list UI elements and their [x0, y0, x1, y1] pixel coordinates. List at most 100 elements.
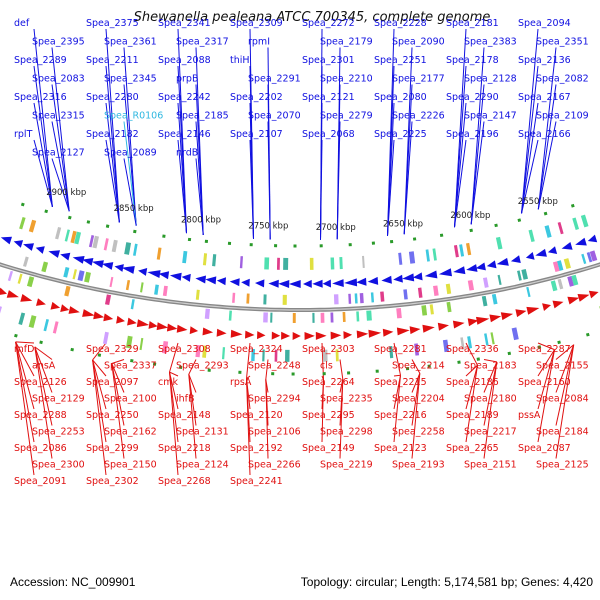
- scale-label: 2550 kbp: [518, 197, 558, 207]
- gene-label: Spea_2125: [536, 460, 589, 471]
- gene-arrow: [68, 306, 80, 314]
- cog-block: [291, 372, 295, 376]
- leader-line: [454, 65, 467, 228]
- leader-line: [105, 102, 120, 223]
- gene-arrow: [281, 331, 291, 340]
- cog-block: [414, 343, 420, 356]
- leader-line: [393, 374, 401, 377]
- gene-arrow: [422, 324, 435, 333]
- gene-arrow: [452, 320, 465, 329]
- cog-block: [92, 235, 100, 249]
- gene-label: Spea_2202: [230, 92, 283, 103]
- scale-label: 2750 kbp: [248, 222, 288, 232]
- cog-block: [490, 332, 495, 345]
- cog-block: [55, 226, 62, 240]
- cog-block: [585, 332, 590, 337]
- gene-arrow: [147, 270, 161, 278]
- gene-label: Spea_2279: [320, 111, 373, 122]
- cog-block: [398, 252, 403, 265]
- gene-label: Spea_2177: [392, 74, 445, 85]
- cog-block: [132, 243, 138, 256]
- gene-label: rnfD: [14, 344, 34, 355]
- gene-label: Spea_2361: [104, 37, 157, 48]
- gene-arrow: [322, 279, 331, 288]
- cog-block: [408, 251, 416, 264]
- gene-arrow: [588, 290, 599, 299]
- cog-block: [7, 270, 14, 282]
- gene-arrow: [466, 264, 478, 272]
- gene-arrow: [20, 294, 33, 302]
- cog-block: [111, 239, 118, 253]
- cog-block: [263, 294, 267, 305]
- leader-line: [105, 28, 120, 223]
- cog-block: [312, 312, 315, 323]
- genome-summary-text: Topology: circular; Length: 5,174,581 bp…: [301, 575, 594, 589]
- gene-label: Spea_2293: [176, 361, 229, 372]
- gene-arrow: [169, 272, 182, 281]
- gene-arrow: [72, 256, 85, 264]
- gene-label: Spea_2248: [248, 361, 301, 372]
- leader-line: [111, 363, 125, 393]
- leader-line: [51, 47, 70, 212]
- gene-label: Spea_2086: [14, 443, 67, 454]
- scale-label: 2600 kbp: [450, 211, 490, 221]
- cog-block: [283, 257, 289, 270]
- gene-label: cmk: [158, 377, 178, 388]
- cog-block: [276, 257, 280, 270]
- cog-block: [586, 252, 593, 263]
- cog-block: [366, 310, 372, 321]
- gene-label: Spea_2226: [392, 111, 445, 122]
- gene-label: Spea_2089: [104, 148, 157, 159]
- leader-line: [411, 359, 421, 374]
- gene-arrow: [176, 324, 188, 333]
- gene-arrow: [23, 243, 34, 251]
- gene-label: Spea_2150: [104, 460, 157, 471]
- scale-label: 2650 kbp: [383, 219, 423, 229]
- gene-label: ansA: [32, 361, 56, 372]
- leader-line: [411, 373, 421, 426]
- gene-label: Spea_2253: [32, 427, 85, 438]
- gene-label: cls: [320, 361, 333, 372]
- leader-line: [265, 359, 269, 380]
- leader-line: [51, 158, 70, 212]
- leader-line: [465, 342, 478, 366]
- gene-label: Spea_2151: [464, 460, 517, 471]
- cog-block: [460, 337, 465, 350]
- scale-label: 2850 kbp: [114, 204, 154, 214]
- gene-label: Spea_2107: [230, 129, 283, 140]
- cog-block: [152, 362, 157, 366]
- cog-block: [140, 282, 144, 293]
- cog-block: [109, 276, 114, 288]
- cog-block: [28, 315, 37, 329]
- cog-block: [348, 293, 352, 304]
- cog-block: [70, 230, 77, 244]
- gene-arrow: [268, 279, 279, 288]
- leader-line: [123, 121, 137, 226]
- cog-block: [282, 294, 287, 305]
- gene-arrow: [255, 279, 265, 288]
- gene-label: Spea_2215: [374, 377, 427, 388]
- leader-line: [15, 341, 35, 476]
- gene-label: Spea_2146: [158, 129, 211, 140]
- gene-arrow: [121, 266, 135, 274]
- gene-label: Spea_2186: [446, 377, 499, 388]
- gene-arrow: [453, 266, 466, 275]
- cog-block: [319, 244, 323, 248]
- gene-label: Spea_2120: [230, 410, 283, 421]
- cog-block: [22, 256, 29, 267]
- cog-block: [483, 277, 489, 288]
- gene-label: Spea_2250: [86, 410, 139, 421]
- cog-block: [251, 348, 256, 362]
- leader-line: [15, 341, 35, 377]
- cog-block: [227, 241, 232, 246]
- cog-block: [557, 340, 561, 345]
- cog-block: [162, 341, 169, 354]
- leader-line: [339, 379, 344, 459]
- leader-line: [33, 65, 53, 207]
- gene-label: Spea_2155: [536, 361, 589, 372]
- gene-label: Spea_2308: [158, 344, 211, 355]
- leader-line: [411, 373, 421, 393]
- gene-label: Spea_2068: [302, 129, 355, 140]
- cog-block: [264, 257, 270, 270]
- cog-block: [570, 203, 575, 208]
